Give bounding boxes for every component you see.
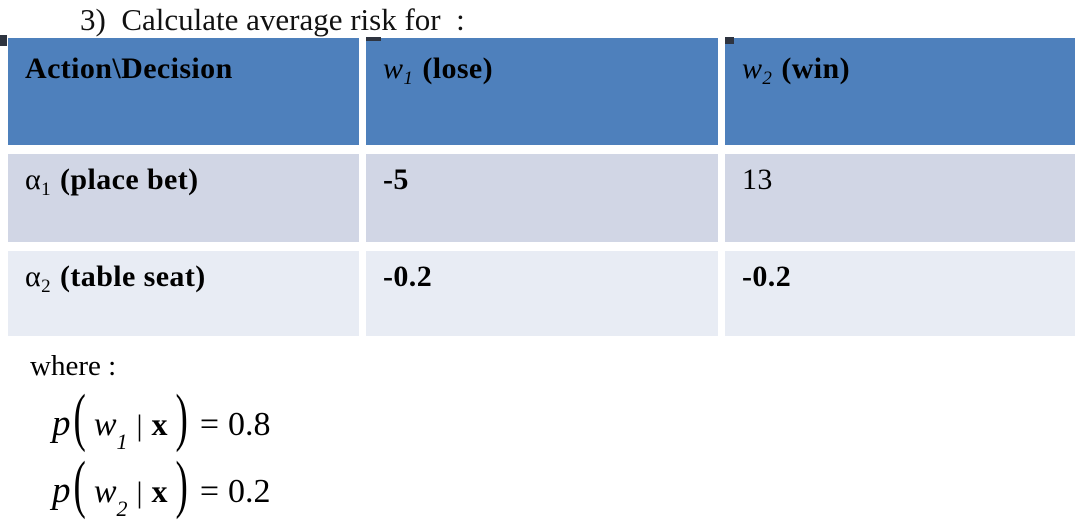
- row1-lose-cell: -5: [366, 154, 718, 242]
- row2-win-value: -0.2: [742, 260, 792, 293]
- row2-action-cell: α2 (table seat): [8, 251, 359, 336]
- formula2-w-subscript: 2: [116, 496, 128, 521]
- formula2-open-paren: (: [73, 449, 86, 522]
- formula2-x-symbol: x: [151, 473, 168, 509]
- formula2-conditional-bar: |: [136, 476, 143, 509]
- w2-symbol: w: [742, 52, 763, 85]
- formula1-p: p: [52, 403, 71, 444]
- formula-posterior-w1: p(w1 | x) = 0.8: [52, 382, 271, 456]
- alpha1-symbol: α: [25, 163, 42, 196]
- alpha2-subscript: 2: [41, 276, 52, 297]
- formula1-x-symbol: x: [151, 406, 168, 442]
- formula1-open-paren: (: [73, 382, 86, 455]
- formula2-value: 0.2: [228, 473, 271, 510]
- row2-lose-cell: -0.2: [366, 251, 718, 336]
- row1-action-cell: α1 (place bet): [8, 154, 359, 242]
- w2-subscript: 2: [762, 68, 773, 89]
- formula1-value: 0.8: [228, 406, 271, 443]
- formula2-equals: =: [199, 473, 220, 510]
- formula1-equals: =: [199, 406, 220, 443]
- row1-lose-value: -5: [383, 163, 409, 196]
- formula2-w-symbol: w: [93, 473, 117, 510]
- w1-subscript: 1: [403, 68, 414, 89]
- formula1-w-subscript: 1: [116, 429, 128, 454]
- action-decision-label: Action\Decision: [25, 52, 233, 85]
- header-cell-w1-lose: w1 (lose): [366, 38, 718, 145]
- row1-win-cell: 13: [725, 154, 1075, 242]
- alpha2-symbol: α: [25, 260, 42, 293]
- question-title: 3) Calculate average risk for :: [80, 2, 465, 37]
- lose-label: (lose): [422, 52, 494, 85]
- formula1-w-symbol: w: [93, 406, 117, 443]
- where-label: where :: [30, 350, 117, 382]
- alpha1-subscript: 1: [41, 179, 52, 200]
- formula2-p: p: [52, 470, 71, 511]
- win-label: (win): [781, 52, 850, 85]
- formula-posterior-w2: p(w2 | x) = 0.2: [52, 449, 271, 523]
- formula2-close-paren: ): [175, 449, 188, 522]
- row1-win-value: 13: [742, 163, 773, 196]
- table-border-artifact: [725, 37, 734, 44]
- formula1-close-paren: ): [175, 382, 188, 455]
- table-border-artifact: [0, 35, 7, 46]
- row2-lose-value: -0.2: [383, 260, 433, 293]
- header-cell-w2-win: w2 (win): [725, 38, 1075, 145]
- header-cell-action-decision: Action\Decision: [8, 38, 359, 145]
- table-border-artifact: [366, 37, 381, 41]
- place-bet-label: (place bet): [60, 163, 199, 196]
- row2-win-cell: -0.2: [725, 251, 1075, 336]
- w1-symbol: w: [383, 52, 404, 85]
- table-seat-label: (table seat): [60, 260, 206, 293]
- formula1-conditional-bar: |: [136, 409, 143, 442]
- risk-table: Action\Decision w1 (lose) w2 (win) α1 (plac…: [8, 38, 1075, 336]
